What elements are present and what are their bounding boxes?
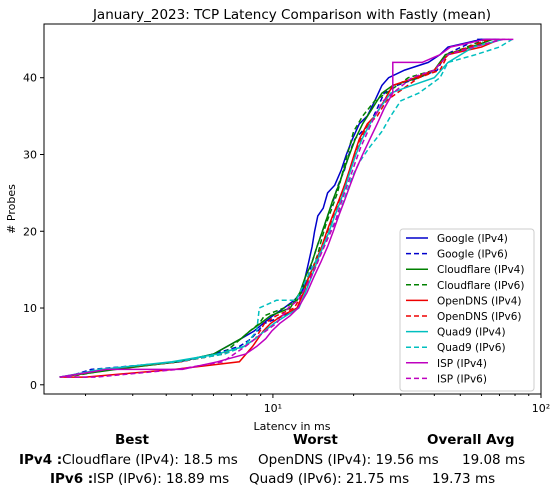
best-header: Best xyxy=(115,432,149,448)
ipv4-avg-value: 19.08 ms xyxy=(462,452,526,468)
legend-entry: ISP (IPv6) xyxy=(437,373,487,385)
series-line-9 xyxy=(66,38,515,378)
y-tick-label: 20 xyxy=(23,225,37,238)
legend-entry: Cloudflare (IPv6) xyxy=(437,280,524,292)
y-tick-label: 10 xyxy=(23,302,37,315)
worst-header: Worst xyxy=(293,432,338,448)
x-tick-label: 10² xyxy=(532,402,550,415)
legend-entry: OpenDNS (IPv4) xyxy=(437,295,522,307)
legend-entry: Google (IPv6) xyxy=(437,249,508,261)
x-tick-label: 10¹ xyxy=(264,402,282,415)
ipv4-best-value: Cloudflare (IPv4): 18.5 ms xyxy=(62,452,238,468)
y-tick-label: 40 xyxy=(23,72,37,85)
ipv4-row-label: IPv4 : xyxy=(19,452,63,468)
ipv6-row-label: IPv6 : xyxy=(50,471,94,487)
plot-frame xyxy=(43,23,542,395)
y-tick-label: 30 xyxy=(23,148,37,161)
legend-entry: Cloudflare (IPv4) xyxy=(437,264,524,276)
legend: Google (IPv4) Google (IPv6) Cloudflare (IP… xyxy=(399,228,535,392)
ipv6-worst-value: Quad9 (IPv6): 21.75 ms xyxy=(249,471,410,487)
ipv4-worst-value: OpenDNS (IPv4): 19.56 ms xyxy=(258,452,439,468)
legend-entry: OpenDNS (IPv6) xyxy=(437,311,522,323)
legend-entry: Google (IPv4) xyxy=(437,233,508,245)
legend-entry: Quad9 (IPv4) xyxy=(437,327,506,339)
overall-avg-header: Overall Avg xyxy=(427,432,515,448)
series-line-3 xyxy=(66,38,486,378)
summary-stats: Best Worst Overall Avg IPv4 : Cloudflare… xyxy=(0,432,558,494)
ipv6-avg-value: 19.73 ms xyxy=(432,471,496,487)
series-line-8 xyxy=(59,38,509,378)
ipv6-best-value: ISP (IPv6): 18.89 ms xyxy=(93,471,230,487)
legend-entry: Quad9 (IPv6) xyxy=(437,342,506,354)
y-tick-label: 0 xyxy=(30,379,37,392)
x-axis-label: Latency in ms xyxy=(254,420,331,430)
legend-box xyxy=(399,228,535,392)
chart-title: January_2023: TCP Latency Comparison wit… xyxy=(92,7,491,23)
y-axis-label: # Probes xyxy=(5,184,18,234)
latency-chart: January_2023: TCP Latency Comparison wit… xyxy=(5,7,550,430)
legend-entry: ISP (IPv4) xyxy=(437,358,487,370)
